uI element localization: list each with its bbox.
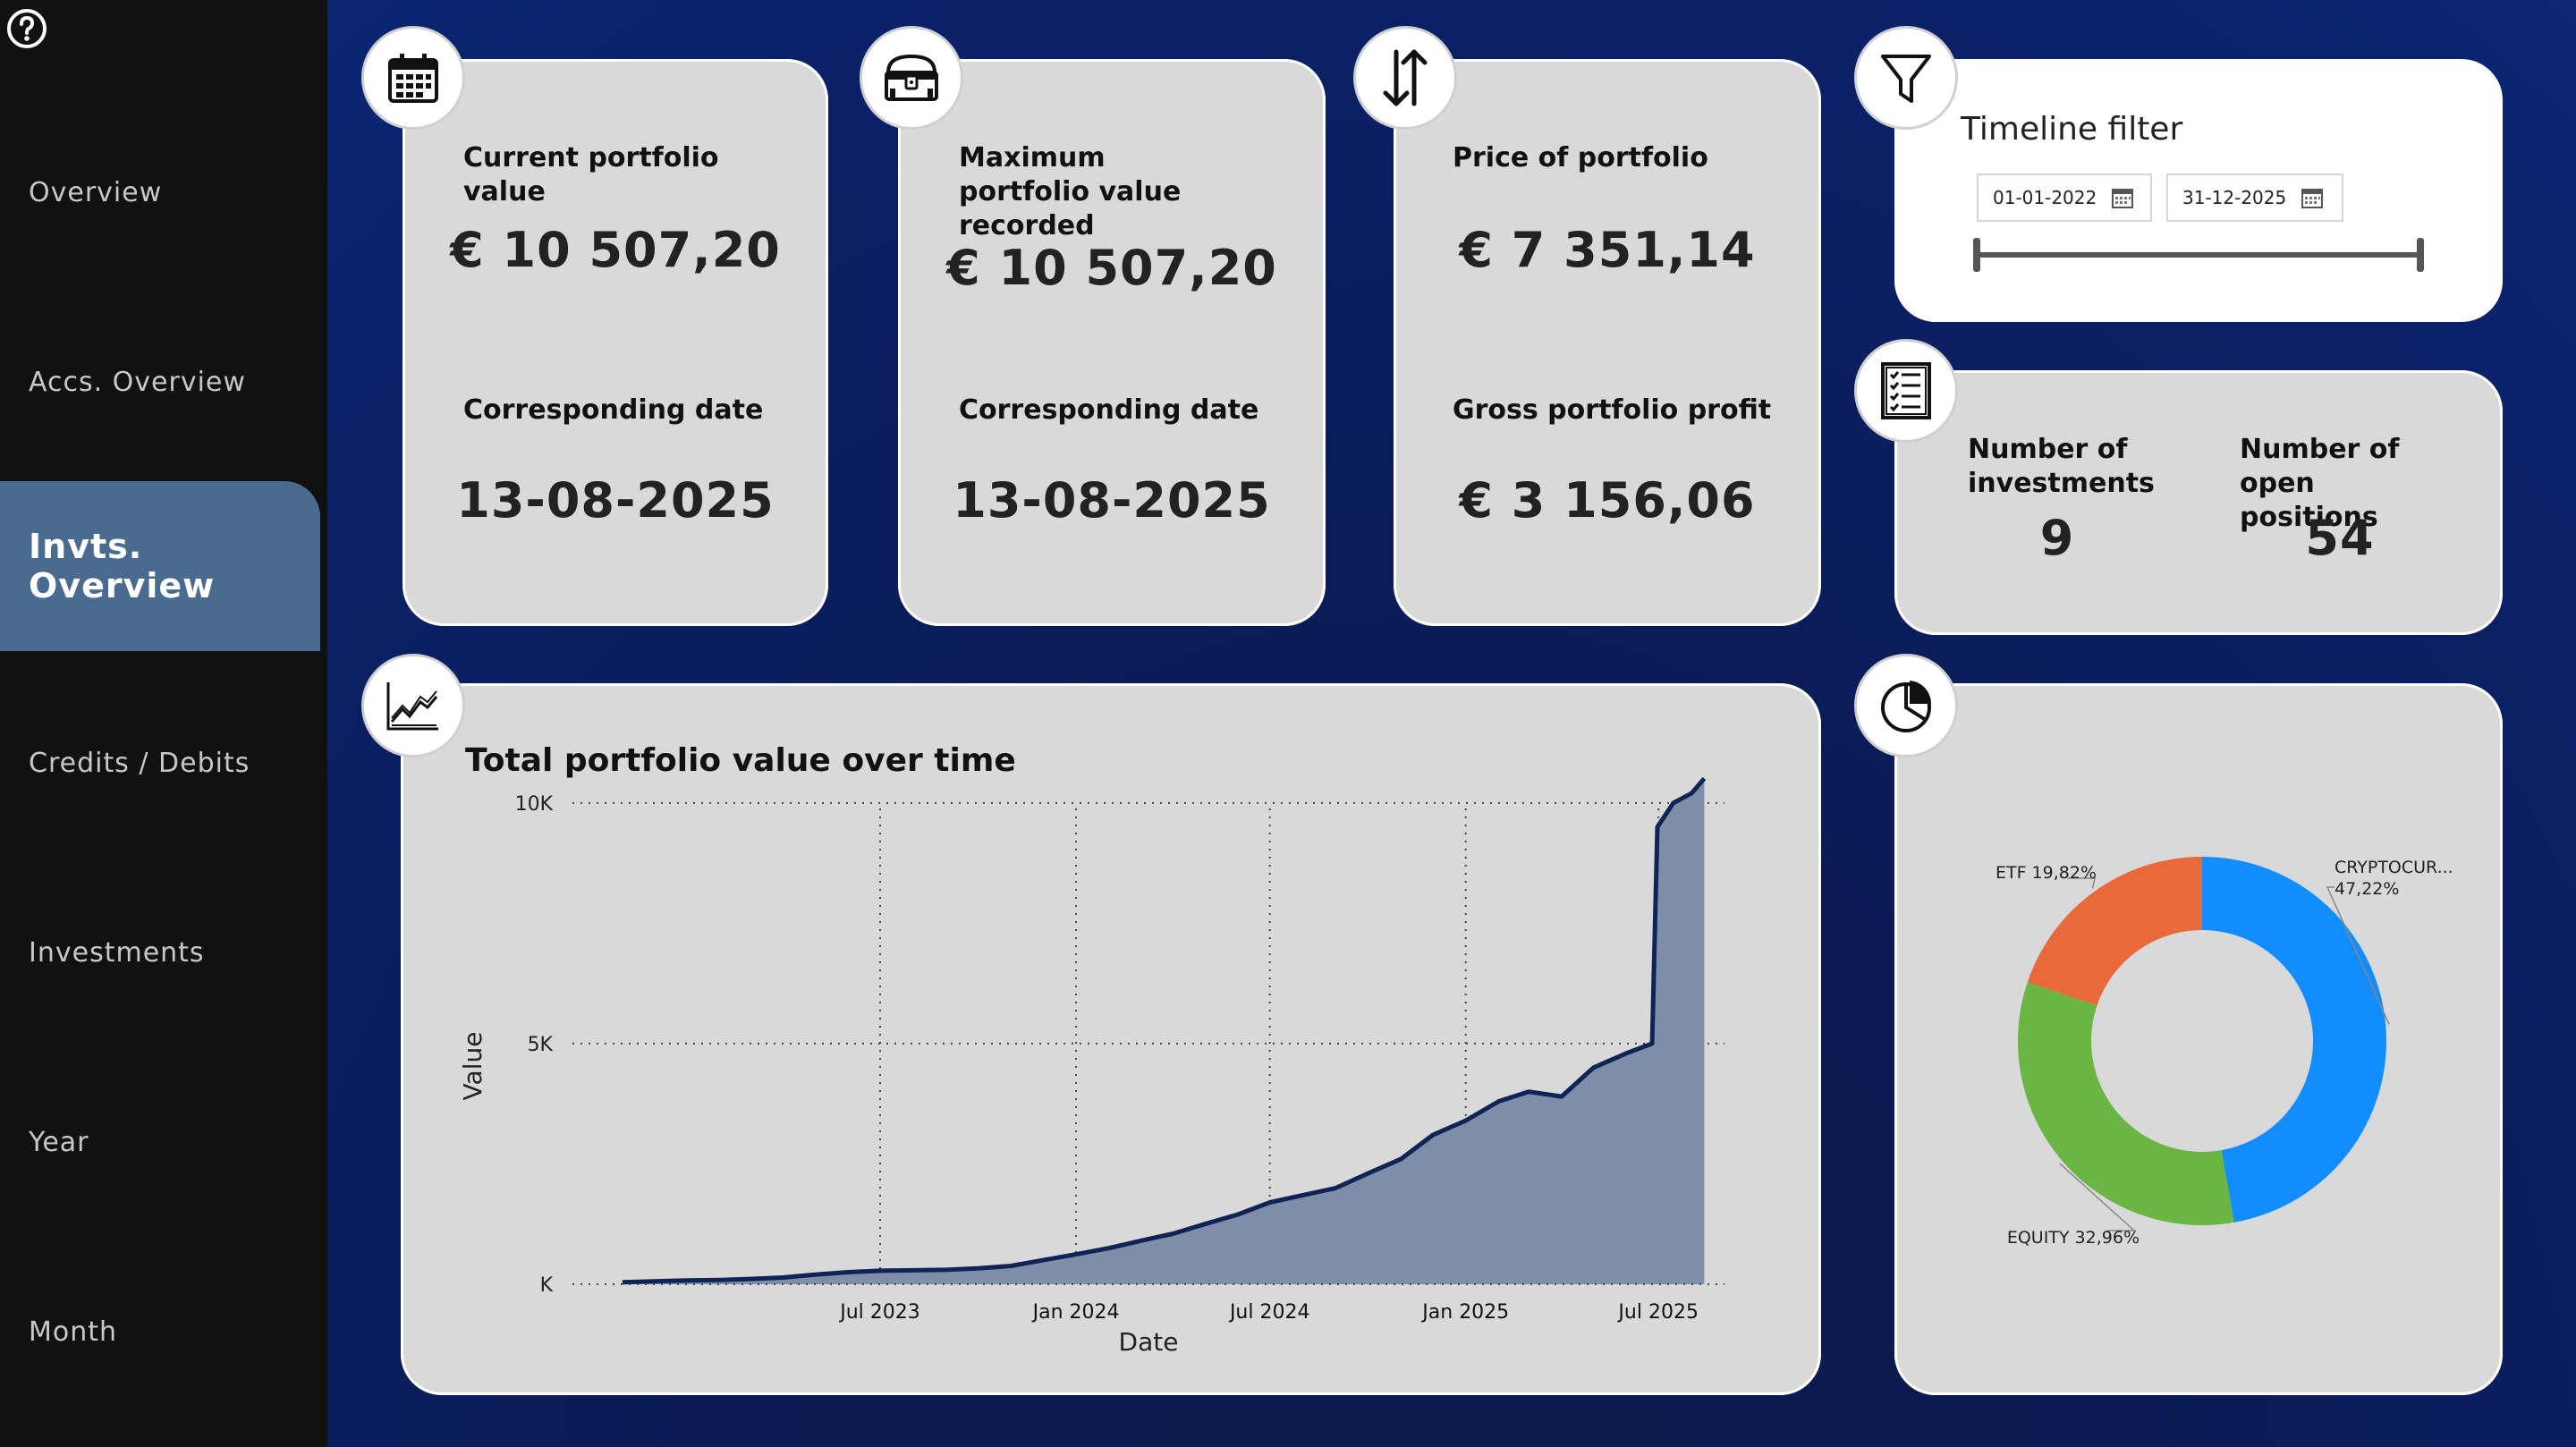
line-chart-icon-badge [364,656,462,755]
timeline-slider-start-handle[interactable] [1973,238,1980,272]
y-axis-title: Value [458,1032,487,1101]
portfolio-value-chart: K 5K 10K Jul 2023 Jan 2024 Jul 2024 Jan 2025 Ju… [458,776,1724,1357]
calendar-icon[interactable] [2301,186,2324,209]
sidebar-item-invts-overview[interactable]: Invts. Overview [0,481,320,651]
sidebar-item-month[interactable]: Month [0,1247,320,1417]
current-value-label: Current portfolio value [463,142,719,207]
maximum-date-label: Corresponding date [959,394,1259,426]
sidebar-item-label: Investments [29,936,205,969]
checklist-icon [1881,362,1931,419]
pie-chart-icon [1881,681,1931,732]
donut-slice-etf [2027,857,2202,1006]
sidebar: Overview Accs. Overview Invts. Overview … [0,0,327,1447]
timeline-slider-track[interactable] [1977,252,2420,258]
leader-line [2068,877,2096,889]
y-tick-label: 10K [515,793,554,816]
positions-count: 54 [2305,510,2375,566]
current-date-label: Corresponding date [463,394,764,426]
timeline-filter-card: Timeline filter 01-01-2022 31-12-2025 [1894,59,2503,322]
sidebar-item-label: Month [29,1316,118,1348]
filter-icon-badge [1857,29,1955,127]
slice-data-label: CRYPTOCUR... [2334,858,2453,877]
sidebar-item-accs-overview[interactable]: Accs. Overview [0,297,320,467]
timeline-filter-title: Timeline filter [1961,111,2183,148]
start-date-value: 01-01-2022 [1993,187,2097,208]
x-tick-label: Jul 2024 [1228,1301,1310,1324]
price-card: Price of portfolio € 7 351,14 Gross port… [1394,59,1821,626]
line-chart-icon [386,682,438,731]
x-axis-title: Date [1119,1327,1179,1357]
sidebar-item-label: Overview [29,176,163,208]
sidebar-item-label: Credits / Debits [29,747,250,779]
end-date-input[interactable]: 31-12-2025 [2166,173,2343,222]
y-tick-label: 5K [528,1034,554,1056]
sidebar-item-label: Accs. Overview [29,366,246,398]
x-tick-label: Jul 2025 [1616,1301,1699,1324]
pie-chart-icon-badge [1857,656,1955,755]
current-date: 13-08-2025 [456,472,775,529]
sort-arrows-icon [1383,49,1428,106]
profit-value: € 3 156,06 [1459,472,1756,529]
calendar-icon [388,54,438,103]
x-tick-label: Jan 2025 [1420,1301,1509,1324]
investments-count: 9 [2039,510,2075,566]
treasure-chest-icon-badge [862,29,961,127]
slice-data-label: 47,22% [2334,879,2399,899]
maximum-value-card: Maximum portfolio value recorded € 10 50… [898,59,1326,626]
leader-line [2326,886,2390,1025]
donut-slice-cryptocur [2202,857,2386,1223]
profit-label: Gross portfolio profit [1453,394,1772,426]
counts-card: Number of investments 9 Number of open p… [1894,370,2503,635]
start-date-input[interactable]: 01-01-2022 [1977,173,2152,222]
slice-data-label: ETF 19,82% [1996,863,2097,883]
portfolio-chart-card: Total portfolio value over time K 5K 10K Ju… [401,683,1821,1395]
current-value: € 10 507,20 [450,222,781,278]
price-label: Price of portfolio [1453,142,1708,173]
investments-count-label: Number of investments [1968,434,2155,499]
current-value-card: Current portfolio value € 10 507,20 Corr… [402,59,828,626]
end-date-value: 31-12-2025 [2182,187,2287,208]
x-tick-label: Jul 2023 [838,1301,920,1324]
positions-count-label: Number of open positions [2240,434,2400,533]
timeline-slider-end-handle[interactable] [2417,238,2424,272]
slice-data-label: EQUITY 32,96% [2007,1228,2140,1248]
value-area [622,778,1705,1284]
sidebar-item-label: Year [29,1126,89,1158]
calendar-icon[interactable] [2111,186,2134,209]
calendar-icon-badge [364,29,462,127]
sidebar-item-label: Invts. Overview [29,527,216,605]
donut-slice-equity [2018,982,2234,1225]
sidebar-item-investments[interactable]: Investments [0,867,320,1037]
x-tick-label: Jan 2024 [1031,1301,1120,1324]
maximum-date: 13-08-2025 [953,472,1271,529]
sort-arrows-icon-badge [1356,29,1454,127]
leader-line [2059,1163,2136,1231]
filter-icon [1881,55,1931,103]
allocation-chart-card: CRYPTOCUR... 47,22% EQUITY 32,96% ETF 19,82… [1894,683,2503,1395]
checklist-icon-badge [1857,342,1955,440]
sidebar-item-overview[interactable]: Overview [0,107,320,277]
price-value: € 7 351,14 [1459,222,1756,278]
maximum-value: € 10 507,20 [946,240,1277,296]
chart-title: Total portfolio value over time [465,742,1016,779]
help-icon[interactable] [5,7,48,50]
sidebar-item-year[interactable]: Year [0,1057,320,1227]
y-tick-label: K [540,1274,554,1297]
treasure-chest-icon [885,54,938,101]
allocation-donut-chart: CRYPTOCUR... 47,22% EQUITY 32,96% ETF 19,82… [1996,857,2453,1248]
sidebar-item-credits-debits[interactable]: Credits / Debits [0,678,320,848]
value-line [622,776,1707,1285]
maximum-value-label: Maximum portfolio value recorded [959,142,1182,241]
